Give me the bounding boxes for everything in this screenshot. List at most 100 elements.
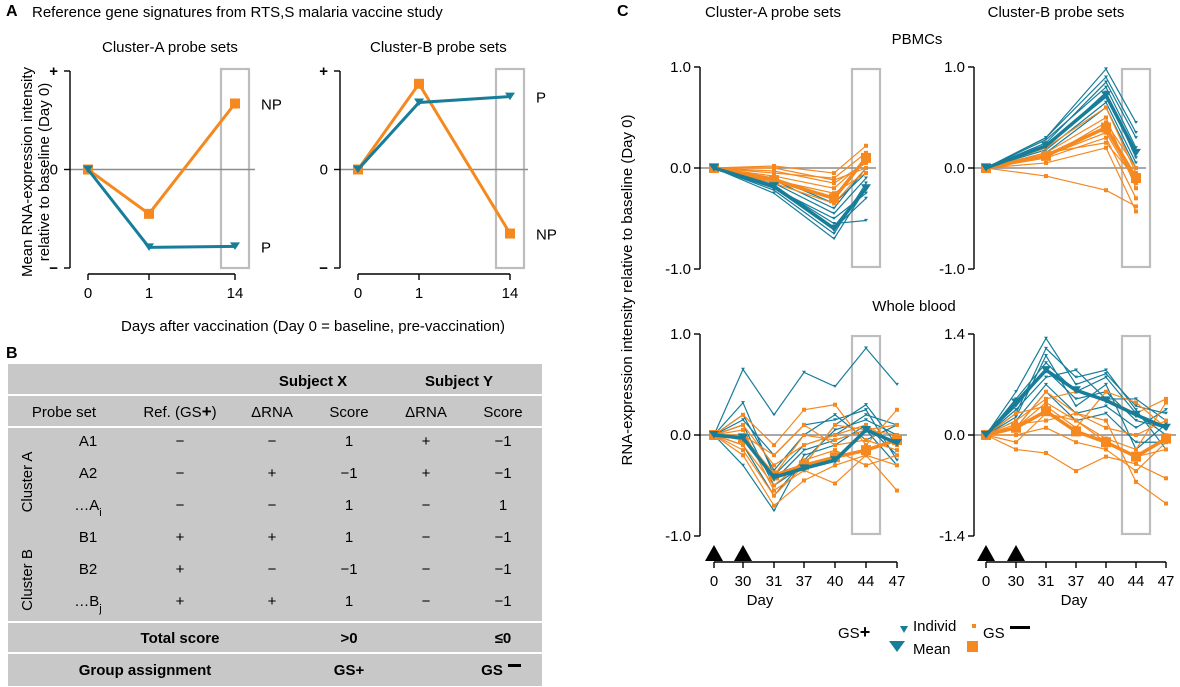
individ-gsneg-point [1134,400,1138,405]
individ-gspos-point [1134,156,1138,160]
data-point [83,165,93,173]
individ-gsneg-point [1134,204,1138,209]
data-point [230,242,240,250]
individ-gsneg-point [833,422,837,427]
cell-score-x: 1 [345,529,353,546]
individ-gspos-point [1134,146,1138,150]
individ-gspos-point [772,413,776,417]
y-tick-label: 0 [50,162,58,179]
individ-gsneg-line [713,152,867,179]
individ-gsneg-point [1014,418,1018,423]
cell-drna-y: − [422,529,431,546]
individ-gsneg-point [895,433,899,437]
panel-c-xlabel-left: Day [747,592,774,609]
individ-gsneg-point [832,186,836,191]
group-assignment-y-minus [508,664,521,667]
individ-gsneg-point [772,169,776,174]
individ-gsneg-point [1014,411,1018,416]
cell-ref: + [176,593,185,610]
individ-gsneg-point [772,488,776,493]
individ-gsneg-point [1044,400,1048,405]
individ-gsneg-point [895,422,899,427]
series-line-np [356,81,512,235]
individ-gsneg-point [1164,396,1168,401]
individ-gsneg-point [1134,461,1138,466]
individ-gsneg-point [772,166,776,170]
individ-gspos-point [832,206,836,210]
cell-probe: A1 [79,433,97,450]
probe-subscript: j [98,603,101,615]
individ-gsneg-point [832,176,836,181]
x-tick-label: 14 [227,285,244,302]
data-point [353,165,363,173]
individ-gsneg-point [772,443,776,448]
individ-gsneg-point [864,422,868,427]
mean-gsneg-point [1071,426,1081,437]
cell-ref: − [176,497,185,514]
cell-probe: B2 [79,561,97,578]
y-tick-label: 1.0 [670,326,691,343]
individ-gsneg-point [1014,440,1018,445]
mean-gsneg-point [1131,451,1141,462]
mean-gspos-point [1041,141,1051,150]
individ-gspos-point [1044,136,1048,140]
individ-gsneg-point [1164,476,1168,481]
x-tick-label: 44 [1128,573,1145,590]
individ-gsneg-point [1104,105,1108,110]
header-drna-x: ΔRNA [251,404,293,421]
x-tick-label: 44 [858,573,875,590]
individ-gsneg-line [985,147,1137,212]
header-ref-text: Ref. (GS [143,404,201,421]
cell-drna-x: + [268,529,277,546]
individ-gsneg-point [833,481,837,486]
mean-gspos-point [1131,410,1141,419]
individ-gspos-point [833,428,837,432]
individ-gspos-point [1134,161,1138,165]
cell-drna-y: − [422,593,431,610]
individ-gspos-point [1044,346,1048,350]
row-group-cluster-a: Cluster A [19,452,36,513]
individ-gspos-point [1134,136,1138,140]
individ-gsneg-point [1104,115,1108,120]
cell-ref: − [176,433,185,450]
header-drna-y: ΔRNA [405,404,447,421]
y-tick-label: − [49,260,58,277]
highlight-box [494,67,526,270]
individ-gspos-line [985,101,1137,169]
individ-gsneg-point [1134,447,1138,452]
cell-score-y: −1 [494,561,511,578]
individ-gspos-point [1074,382,1078,386]
table-row: …Ai − − 1 − 1 [74,497,507,519]
individ-gspos-point [1134,408,1138,412]
panel-a-right-chart: +0 − 0 1 14 NP P [319,63,557,302]
panel-a-title: Reference gene signatures from RTS,S mal… [32,4,443,21]
y-tick-label: -1.4 [939,528,965,545]
mean-gsneg-point [1131,173,1141,184]
individ-gsneg-point [1104,140,1108,145]
individ-gspos-point [864,196,868,200]
individ-gsneg-point [802,407,806,412]
y-tick-label: + [319,63,328,80]
individ-gspos-point [864,191,868,195]
individ-gspos-point [1164,408,1168,412]
header-subject-x: Subject X [279,373,347,390]
individ-gsneg-point [772,483,776,488]
individ-gsneg-point [741,422,745,427]
x-tick-label: 37 [796,573,813,590]
legend-gs-pos-label: GS+ [838,622,870,642]
individ-gsneg-line [713,145,867,174]
individ-gsneg-point [895,463,899,468]
panel-a-label: A [6,3,18,20]
individ-gspos-point [832,216,836,220]
individ-gspos-point [1134,426,1138,430]
panel-a-right-title: Cluster-B probe sets [370,39,507,56]
table-row: A2 − + −1 + −1 [79,465,512,482]
individ-gspos-point [1104,372,1108,376]
individ-gsneg-point [1104,145,1108,150]
individ-gsneg-point [1044,174,1048,179]
individ-gspos-point [833,418,837,422]
x-tick-label: 14 [502,285,519,302]
individ-gsneg-point [832,171,836,176]
individ-gsneg-point [772,503,776,508]
cell-probe: B1 [79,529,97,546]
